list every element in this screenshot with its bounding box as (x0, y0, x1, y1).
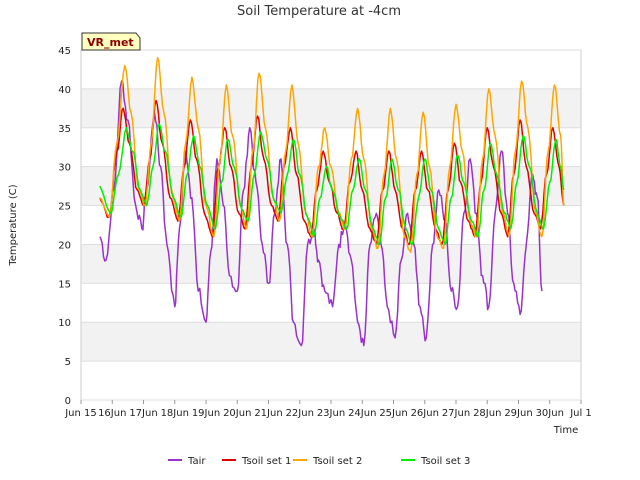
x-tick-label: Jul 1 (569, 408, 592, 419)
y-tick-label: 10 (58, 318, 71, 329)
x-tick-label: 30Jun (536, 408, 564, 419)
x-tick-label: 28Jun (473, 408, 501, 419)
y-tick-label: 20 (58, 240, 71, 251)
y-tick-label: 30 (58, 163, 71, 174)
y-tick-label: 45 (58, 46, 71, 57)
legend-label-tsoil-set-1: Tsoil set 1 (241, 456, 291, 467)
x-tick-label: 18Jun (161, 408, 189, 419)
y-tick-label: 15 (58, 279, 71, 290)
vr-met-badge: VR_met (81, 32, 141, 51)
badge-box (81, 32, 141, 51)
x-tick-label: 24Jun (348, 408, 376, 419)
x-tick-label: 26Jun (411, 408, 439, 419)
x-tick-label: 17Jun (129, 408, 157, 419)
x-tick-label: Jun 15 (64, 408, 97, 419)
y-tick-label: 35 (58, 124, 71, 135)
y-tick-label: 40 (58, 85, 71, 96)
legend-label-tsoil-set-2: Tsoil set 2 (312, 456, 362, 467)
series-line-tsoil-set-3 (99, 123, 565, 246)
y-axis-ticks: 0 5 10 15 20 25 30 35 40 45 (58, 46, 71, 407)
x-tick-label: 21Jun (254, 408, 282, 419)
y-axis-title: Temperature (C) (8, 184, 19, 266)
chart-title: Soil Temperature at -4cm (237, 4, 401, 19)
background-band (81, 322, 581, 362)
series-layer (99, 57, 565, 347)
x-tick-label: 22Jun (286, 408, 314, 419)
background-band (81, 244, 581, 284)
x-tick-label: 27Jun (442, 408, 470, 419)
x-tick-label: 19Jun (192, 408, 220, 419)
x-axis-ticks: Jun 15 16Jun 17Jun 18Jun 19Jun 20Jun 21Jun 22Ju… (64, 400, 592, 419)
legend: Tair Tsoil set 1 Tsoil set 2 Tsoil set 3 (168, 456, 470, 467)
x-tick-label: 16Jun (98, 408, 126, 419)
x-tick-label: 25Jun (379, 408, 407, 419)
badge-label: VR_met (87, 36, 134, 49)
background-band (81, 88, 581, 128)
x-tick-label: 23Jun (317, 408, 345, 419)
x-tick-label: 29Jun (504, 408, 532, 419)
x-axis-title: Time (553, 425, 578, 436)
legend-label-tair: Tair (187, 456, 206, 467)
y-tick-label: 5 (65, 357, 71, 368)
legend-label-tsoil-set-3: Tsoil set 3 (420, 456, 470, 467)
y-tick-label: 25 (58, 202, 71, 213)
series-line-tair (99, 80, 543, 347)
x-tick-label: 20Jun (223, 408, 251, 419)
y-tick-label: 0 (65, 396, 71, 407)
